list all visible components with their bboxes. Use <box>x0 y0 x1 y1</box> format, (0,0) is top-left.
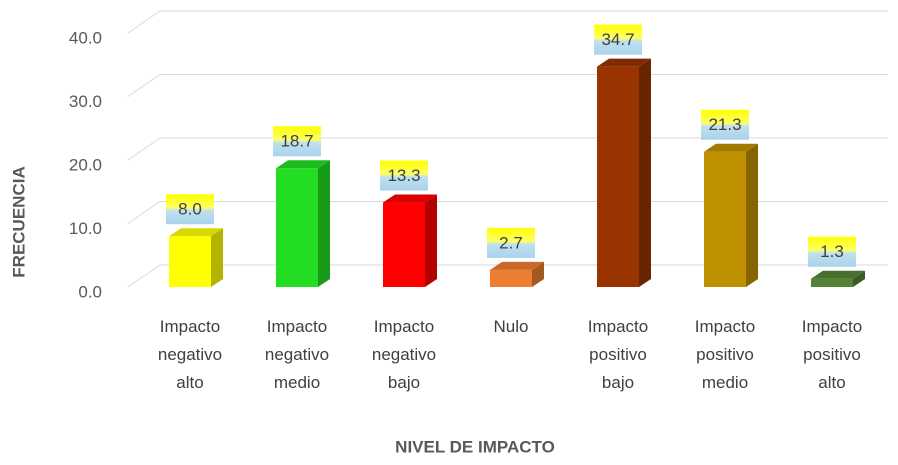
bar-side <box>211 228 223 287</box>
grid-line <box>127 137 888 161</box>
data-label-box <box>166 194 214 225</box>
bar <box>169 228 223 287</box>
bar-side <box>639 58 651 287</box>
grid-line <box>127 74 888 97</box>
bar <box>597 58 651 287</box>
data-label: 2.7 <box>499 233 523 252</box>
data-label: 21.3 <box>708 115 741 134</box>
bar-front <box>383 202 425 287</box>
bar-side <box>853 270 865 287</box>
bar-top <box>597 58 651 67</box>
data-label-box <box>273 126 321 157</box>
y-axis-title: FRECUENCIA <box>9 166 28 277</box>
bar-side <box>746 143 758 287</box>
data-label: 13.3 <box>387 166 420 185</box>
bar <box>383 194 437 287</box>
data-label-box <box>594 24 642 55</box>
x-tick-label-line: Impacto <box>160 317 220 336</box>
x-tick-label-line: Impacto <box>695 317 755 336</box>
data-label: 18.7 <box>280 132 313 151</box>
x-tick-label-line: bajo <box>602 373 634 392</box>
x-tick-label-line: Impacto <box>588 317 648 336</box>
bar-front <box>811 278 853 287</box>
data-label-box <box>487 227 535 258</box>
bar-front <box>490 269 532 287</box>
bar-top <box>383 194 437 203</box>
grid-line <box>127 10 888 34</box>
bar-side <box>425 194 437 287</box>
y-tick-label: 20.0 <box>69 155 102 174</box>
bar-front <box>597 66 639 287</box>
bar <box>704 143 758 287</box>
x-tick-label-line: Nulo <box>494 317 529 336</box>
bar <box>811 270 865 287</box>
bar-top <box>704 143 758 152</box>
y-tick-label: 30.0 <box>69 92 102 111</box>
x-tick-label-line: negativo <box>158 345 222 364</box>
x-tick-label-line: Impacto <box>267 317 327 336</box>
x-tick-label-line: alto <box>176 373 203 392</box>
data-label-box <box>380 160 428 191</box>
x-tick-label-line: bajo <box>388 373 420 392</box>
x-tick-label-line: positivo <box>696 345 754 364</box>
bar-front <box>169 236 211 287</box>
x-tick-label: Impacto negativo bajo <box>372 317 436 392</box>
x-tick-label-line: medio <box>702 373 748 392</box>
x-tick-label-line: Impacto <box>374 317 434 336</box>
bar-top <box>169 228 223 237</box>
bar-top <box>811 270 865 279</box>
x-tick-label-line: alto <box>818 373 845 392</box>
grid-line <box>127 201 888 224</box>
bar-side <box>532 261 544 287</box>
x-tick-label-line: positivo <box>589 345 647 364</box>
bar-top <box>490 261 544 270</box>
y-tick-label: 0.0 <box>78 282 102 301</box>
bar-front <box>704 151 746 287</box>
bar <box>276 160 330 287</box>
y-tick-label: 40.0 <box>69 28 102 47</box>
data-label: 8.0 <box>178 200 202 219</box>
x-tick-label: Nulo <box>494 317 529 336</box>
x-tick-label: Impacto negativo medio <box>265 317 329 392</box>
bar <box>490 261 544 287</box>
x-tick-label: Impacto positivo medio <box>695 317 755 392</box>
bar-top <box>276 160 330 169</box>
data-label-box <box>808 236 856 267</box>
data-label: 1.3 <box>820 242 844 261</box>
x-tick-label-line: medio <box>274 373 320 392</box>
bar-front <box>276 168 318 287</box>
y-tick-label: 10.0 <box>69 219 102 238</box>
x-tick-label: Impacto negativo alto <box>158 317 222 392</box>
x-tick-label: Impacto positivo alto <box>802 317 862 392</box>
data-label: 34.7 <box>601 30 634 49</box>
x-tick-label-line: positivo <box>803 345 861 364</box>
x-axis-title: NIVEL DE IMPACTO <box>395 437 555 456</box>
x-tick-label-line: negativo <box>372 345 436 364</box>
data-label-box <box>701 109 749 140</box>
bar-side <box>318 160 330 287</box>
x-tick-label-line: negativo <box>265 345 329 364</box>
x-tick-label-line: Impacto <box>802 317 862 336</box>
x-tick-label: Impacto positivo bajo <box>588 317 648 392</box>
